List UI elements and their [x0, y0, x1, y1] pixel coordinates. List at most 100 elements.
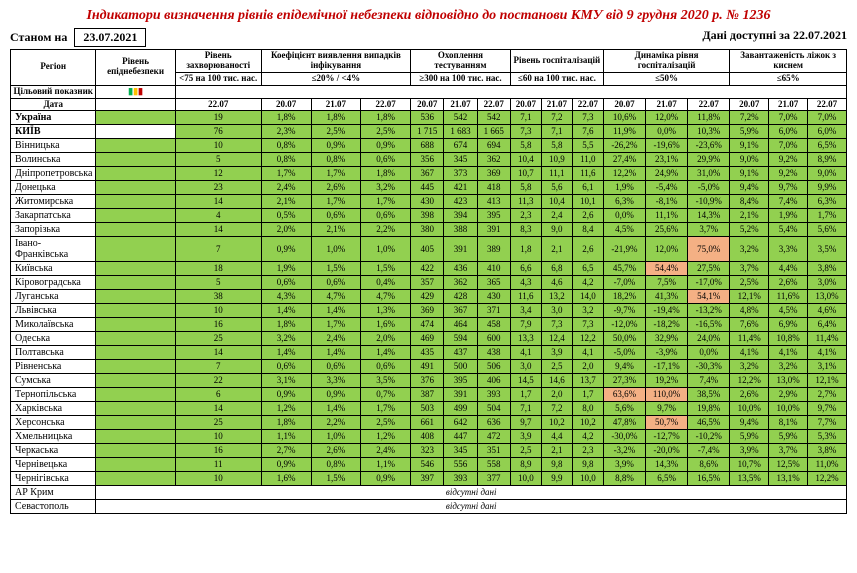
target-detection: ≤20% / <4%: [261, 72, 410, 85]
value-cell: 3,2%: [769, 360, 808, 374]
value-cell: 377: [477, 472, 510, 486]
table-row: Вінницька100,8%0,9%0,9%6886746945,85,85,…: [11, 139, 847, 153]
value-cell: 9,7: [510, 416, 541, 430]
region-name: Донецька: [11, 181, 96, 195]
col-beds: Завантаженість ліжок з киснем: [730, 50, 847, 73]
value-cell: 395: [477, 209, 510, 223]
value-cell: 10,2: [541, 416, 572, 430]
page-title: Індикатори визначення рівнів епідемічної…: [10, 8, 847, 24]
value-cell: 423: [444, 195, 477, 209]
value-cell: 389: [477, 237, 510, 262]
value-cell: -9,7%: [603, 304, 645, 318]
value-cell: -23,6%: [688, 139, 730, 153]
value-cell: 2,5%: [361, 416, 411, 430]
value-cell: 6,3%: [603, 195, 645, 209]
incidence-value: 14: [175, 223, 261, 237]
value-cell: 1,7: [572, 388, 603, 402]
ep-level-cell: [96, 195, 175, 209]
value-cell: 7,4%: [688, 374, 730, 388]
value-cell: 45,7%: [603, 262, 645, 276]
value-cell: 2,6%: [311, 181, 361, 195]
incidence-value: 7: [175, 360, 261, 374]
incidence-value: 18: [175, 262, 261, 276]
value-cell: 9,0%: [730, 153, 769, 167]
ep-level-cell: [96, 290, 175, 304]
value-cell: 1,5%: [311, 472, 361, 486]
value-cell: 636: [477, 416, 510, 430]
value-cell: 3,9: [510, 430, 541, 444]
value-cell: 2,6: [572, 237, 603, 262]
value-cell: 11,6%: [769, 290, 808, 304]
value-cell: 5,8: [541, 139, 572, 153]
d11: 21.07: [646, 98, 688, 111]
value-cell: 4,2: [572, 430, 603, 444]
value-cell: 445: [411, 181, 444, 195]
ep-level-cell: [96, 374, 175, 388]
value-cell: 408: [411, 430, 444, 444]
value-cell: 14,6: [541, 374, 572, 388]
table-row: Чернігівська101,6%1,5%0,9%39739337710,09…: [11, 472, 847, 486]
value-cell: 0,6%: [361, 360, 411, 374]
value-cell: 10,7%: [730, 458, 769, 472]
value-cell: 13,0%: [769, 374, 808, 388]
value-cell: 46,5%: [688, 416, 730, 430]
value-cell: 5,8: [510, 139, 541, 153]
value-cell: 323: [411, 444, 444, 458]
value-cell: 369: [411, 304, 444, 318]
value-cell: 0,8%: [261, 153, 311, 167]
value-cell: 7,3: [572, 318, 603, 332]
value-cell: 7,6: [572, 125, 603, 139]
incidence-value: 5: [175, 153, 261, 167]
value-cell: -10,9%: [688, 195, 730, 209]
incidence-value: 10: [175, 472, 261, 486]
value-cell: -26,2%: [603, 139, 645, 153]
value-cell: 1,8%: [261, 416, 311, 430]
incidence-value: 25: [175, 416, 261, 430]
region-name: Дніпропетровська: [11, 167, 96, 181]
value-cell: 7,1: [541, 125, 572, 139]
ep-level-cell: [96, 472, 175, 486]
value-cell: 9,0: [541, 223, 572, 237]
value-cell: 2,5: [510, 444, 541, 458]
value-cell: -21,9%: [603, 237, 645, 262]
value-cell: 1,1%: [361, 458, 411, 472]
region-name: Волинська: [11, 153, 96, 167]
table-row: Харківська141,2%1,4%1,7%5034995047,17,28…: [11, 402, 847, 416]
value-cell: 14,5: [510, 374, 541, 388]
incidence-value: 16: [175, 444, 261, 458]
value-cell: 351: [477, 444, 510, 458]
target-incidence: <75 на 100 тис. нас.: [175, 72, 261, 85]
value-cell: 54,4%: [646, 262, 688, 276]
value-cell: 1,8%: [361, 167, 411, 181]
value-cell: 110,0%: [646, 388, 688, 402]
value-cell: 3,9: [541, 346, 572, 360]
value-cell: 435: [411, 346, 444, 360]
value-cell: 10,8%: [769, 332, 808, 346]
value-cell: 4,5%: [603, 223, 645, 237]
value-cell: 369: [477, 167, 510, 181]
table-row: Хмельницька101,1%1,0%1,2%4084474723,94,4…: [11, 430, 847, 444]
value-cell: 1,7%: [311, 195, 361, 209]
value-cell: 6,3%: [808, 195, 847, 209]
ep-level-cell: [96, 458, 175, 472]
value-cell: 0,8%: [311, 153, 361, 167]
table-row: Чернівецька110,9%0,8%1,1%5465565588,99,8…: [11, 458, 847, 472]
value-cell: 0,6%: [311, 276, 361, 290]
value-cell: 9,8: [572, 458, 603, 472]
value-cell: -5,4%: [646, 181, 688, 195]
asof-block: Станом на 23.07.2021: [10, 28, 146, 47]
value-cell: 3,4: [510, 304, 541, 318]
value-cell: 438: [477, 346, 510, 360]
value-cell: 8,9%: [808, 153, 847, 167]
incidence-value: 16: [175, 318, 261, 332]
value-cell: 11,8%: [688, 111, 730, 125]
col-testing: Охоплення тестуванням: [411, 50, 511, 73]
table-row: Херсонська251,8%2,2%2,5%6616426369,710,2…: [11, 416, 847, 430]
value-cell: 10,7: [510, 167, 541, 181]
ep-level-cell: [96, 388, 175, 402]
value-cell: 10,3%: [688, 125, 730, 139]
value-cell: 9,9: [541, 472, 572, 486]
col-region: Регіон: [11, 50, 96, 86]
value-cell: 373: [444, 167, 477, 181]
incidence-value: 23: [175, 181, 261, 195]
